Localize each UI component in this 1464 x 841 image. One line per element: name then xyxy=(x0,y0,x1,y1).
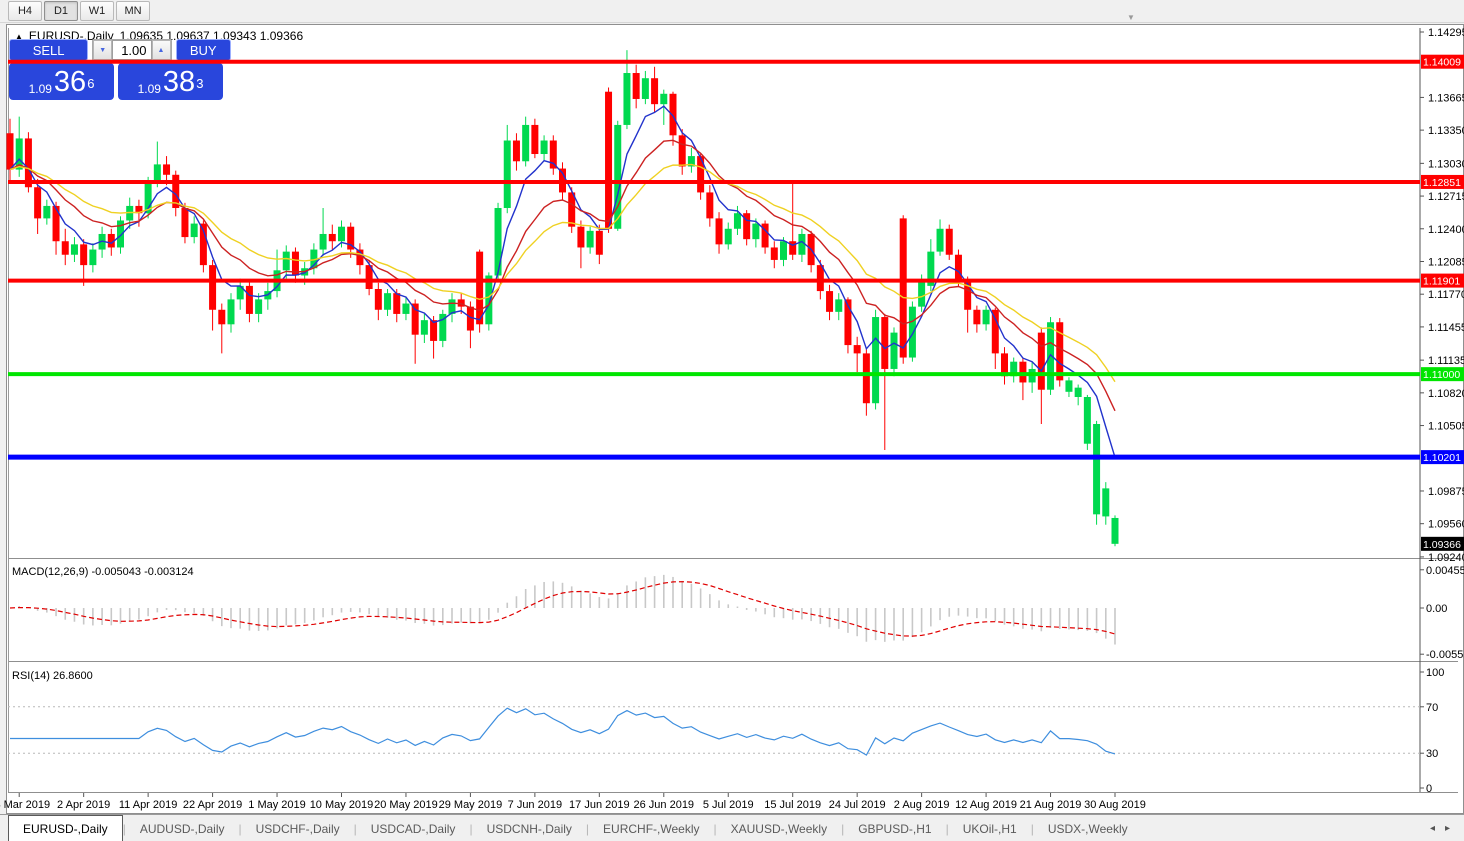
buy-price-point: 3 xyxy=(196,76,204,91)
tab-eurusd-daily[interactable]: EURUSD-,Daily xyxy=(8,815,123,841)
chart-shift-marker-icon[interactable]: ▼ xyxy=(1127,13,1135,22)
one-click-trading-panel: SELL ▼ 1.00 ▲ BUY 1.09 36 6 1.09 38 3 xyxy=(9,39,231,100)
tab-ukoil-h1[interactable]: UKOil-,H1 xyxy=(962,821,1017,836)
timeframe-button-mn[interactable]: MN xyxy=(116,1,150,21)
tab-xauusd-weekly[interactable]: XAUUSD-,Weekly xyxy=(730,821,828,836)
volume-input[interactable]: 1.00 xyxy=(112,40,152,60)
collapse-arrow-icon[interactable]: ▲ xyxy=(15,31,23,41)
tab-usdcad-daily[interactable]: USDCAD-,Daily xyxy=(370,821,456,836)
tab-separator: | xyxy=(1030,821,1034,836)
tab-separator: | xyxy=(585,821,590,836)
sell-price-point: 6 xyxy=(87,76,95,91)
tab-eurchf-weekly[interactable]: EURCHF-,Weekly xyxy=(603,821,700,836)
sell-price-prefix: 1.09 xyxy=(28,82,52,96)
tab-separator: | xyxy=(713,821,717,836)
tab-separator: | xyxy=(469,821,473,836)
tab-separator: | xyxy=(353,821,357,836)
tab-separator: | xyxy=(945,821,949,836)
buy-price-prefix: 1.09 xyxy=(137,82,161,96)
sell-button[interactable]: SELL xyxy=(9,39,89,61)
rsi-label: RSI(14) 26.8600 xyxy=(12,670,93,682)
macd-label: MACD(12,26,9) -0.005043 -0.003124 xyxy=(12,566,194,578)
tab-usdcnh-daily[interactable]: USDCNH-,Daily xyxy=(486,821,572,836)
symbol-tab-bar: EURUSD-,Daily | AUDUSD-,Daily | USDCHF-,Dail… xyxy=(0,814,1464,841)
timeframe-button-w1[interactable]: W1 xyxy=(80,1,114,21)
sell-price-display[interactable]: 1.09 36 6 xyxy=(9,63,114,100)
timeframe-button-d1[interactable]: D1 xyxy=(44,1,78,21)
buy-button[interactable]: BUY xyxy=(175,39,231,61)
tab-separator: | xyxy=(122,821,126,836)
tab-scroll-left-icon[interactable]: ◂ xyxy=(1429,823,1435,834)
timeframe-toolbar: H4 D1 W1 MN xyxy=(0,0,1464,23)
chart-window[interactable]: ▲ EURUSD-,Daily 1.09635 1.09637 1.09343 … xyxy=(6,24,1464,814)
sell-price-pips: 36 xyxy=(53,66,87,98)
tab-separator: | xyxy=(238,821,242,836)
tab-usdx-weekly[interactable]: USDX-,Weekly xyxy=(1047,821,1128,836)
volume-decrease-button[interactable]: ▼ xyxy=(93,40,113,60)
tab-separator: | xyxy=(841,821,845,836)
tab-usdchf-daily[interactable]: USDCHF-,Daily xyxy=(255,821,340,836)
timeframe-button-h4[interactable]: H4 xyxy=(8,1,42,21)
buy-price-display[interactable]: 1.09 38 3 xyxy=(118,63,223,100)
buy-price-pips: 38 xyxy=(162,66,196,98)
volume-increase-button[interactable]: ▲ xyxy=(151,40,171,60)
tab-scroll-right-icon[interactable]: ▸ xyxy=(1444,823,1450,834)
tab-gbpusd-h1[interactable]: GBPUSD-,H1 xyxy=(858,821,932,836)
tab-audusd-daily[interactable]: AUDUSD-,Daily xyxy=(139,821,225,836)
volume-stepper: ▼ 1.00 ▲ xyxy=(92,39,172,61)
